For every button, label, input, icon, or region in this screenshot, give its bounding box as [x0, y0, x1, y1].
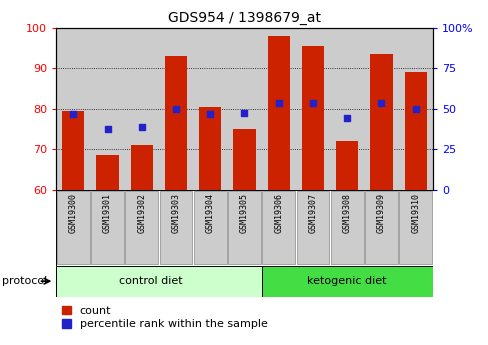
Bar [335, 141, 358, 190]
Bar [398, 28, 432, 190]
Text: GSM19307: GSM19307 [308, 193, 317, 233]
Text: protocol: protocol [2, 276, 48, 286]
Bar [364, 28, 398, 190]
FancyBboxPatch shape [159, 191, 192, 264]
Bar [369, 54, 392, 190]
Bar [233, 129, 255, 190]
Point [240, 110, 248, 116]
Bar [301, 46, 324, 190]
Bar [159, 28, 193, 190]
Text: GSM19308: GSM19308 [342, 193, 351, 233]
FancyBboxPatch shape [193, 191, 226, 264]
Bar [199, 107, 221, 190]
Point [172, 106, 180, 111]
Point [308, 100, 316, 106]
Point [138, 125, 145, 130]
FancyBboxPatch shape [262, 191, 295, 264]
Bar [90, 28, 124, 190]
Bar [124, 28, 159, 190]
Bar [404, 72, 426, 190]
Bar [164, 56, 187, 190]
FancyBboxPatch shape [296, 191, 329, 264]
Text: GSM19309: GSM19309 [376, 193, 385, 233]
Point [206, 111, 214, 117]
Bar [96, 155, 119, 190]
Point [274, 100, 282, 106]
Text: GSM19301: GSM19301 [103, 193, 112, 233]
Text: GSM19304: GSM19304 [205, 193, 214, 233]
Bar [261, 266, 432, 297]
FancyBboxPatch shape [227, 191, 261, 264]
Bar [267, 36, 289, 190]
Text: ketogenic diet: ketogenic diet [307, 276, 386, 286]
FancyBboxPatch shape [91, 191, 124, 264]
Text: GSM19302: GSM19302 [137, 193, 146, 233]
Bar [261, 28, 295, 190]
Point [343, 115, 350, 120]
Bar [295, 28, 329, 190]
FancyBboxPatch shape [125, 191, 158, 264]
Legend: count, percentile rank within the sample: count, percentile rank within the sample [61, 306, 267, 329]
FancyBboxPatch shape [330, 191, 363, 264]
Text: GSM19303: GSM19303 [171, 193, 180, 233]
Text: GSM19300: GSM19300 [69, 193, 78, 233]
FancyBboxPatch shape [398, 191, 431, 264]
Text: GSM19306: GSM19306 [274, 193, 283, 233]
Bar [227, 28, 261, 190]
Bar [193, 28, 227, 190]
Point [69, 111, 77, 117]
Point [377, 100, 385, 106]
Point [411, 106, 419, 111]
Text: control diet: control diet [118, 276, 182, 286]
Text: GSM19310: GSM19310 [410, 193, 419, 233]
Bar [62, 111, 84, 190]
Title: GDS954 / 1398679_at: GDS954 / 1398679_at [168, 11, 320, 25]
Point [103, 126, 111, 132]
Bar [329, 28, 364, 190]
FancyBboxPatch shape [57, 191, 90, 264]
Bar [56, 266, 261, 297]
FancyBboxPatch shape [364, 191, 397, 264]
Bar [56, 28, 90, 190]
Bar [130, 145, 153, 190]
Text: GSM19305: GSM19305 [240, 193, 248, 233]
